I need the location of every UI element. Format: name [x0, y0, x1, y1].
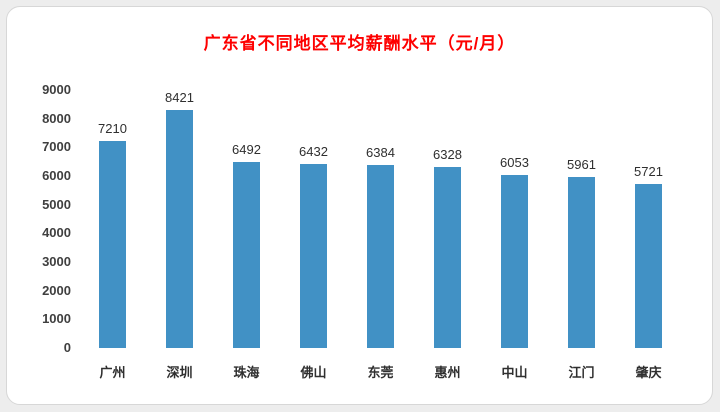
bar-stack: 5721 [634, 90, 663, 348]
bar-value-label: 6492 [232, 141, 261, 157]
bar [500, 174, 528, 348]
y-tick-label: 0 [63, 340, 71, 355]
y-tick-label: 7000 [42, 139, 71, 155]
bar-value-label: 6432 [299, 143, 328, 159]
bar-group: 6384 东莞 [347, 90, 414, 381]
x-axis-label: 佛山 [300, 365, 327, 380]
x-axis-label: 肇庆 [635, 365, 662, 380]
bar-group: 5961 江门 [548, 90, 615, 381]
chart-card: 广东省不同地区平均薪酬水平（元/月） 9000 8000 7000 6000 5000 4… [6, 6, 713, 405]
x-axis-label: 中山 [501, 365, 528, 380]
bar-group: 6328 惠州 [414, 90, 481, 381]
y-tick-label: 8000 [42, 110, 71, 126]
bar-value-label: 6328 [433, 146, 462, 162]
bar-stack: 6492 [232, 90, 261, 348]
bar [98, 141, 126, 348]
bar-group: 7210 广州 [79, 90, 146, 381]
bar-stack: 6432 [299, 90, 328, 348]
x-axis-label: 珠海 [233, 365, 260, 380]
bar-stack: 6053 [500, 90, 529, 348]
bar-group: 6492 珠海 [213, 90, 280, 381]
x-axis-label: 东莞 [367, 365, 394, 380]
bar-stack: 5961 [567, 90, 596, 348]
bar-value-label: 7210 [98, 121, 127, 137]
chart-title: 广东省不同地区平均薪酬水平（元/月） [203, 34, 516, 53]
bar-group: 6053 中山 [481, 90, 548, 381]
x-axis-label: 深圳 [166, 365, 193, 380]
y-axis: 9000 8000 7000 6000 5000 4000 3000 2000 1000 0 [33, 82, 79, 355]
bar [165, 110, 193, 348]
bar [232, 161, 260, 348]
bar-value-label: 6384 [366, 145, 395, 160]
x-axis-label: 惠州 [434, 365, 461, 380]
y-tick-label: 5000 [42, 196, 71, 212]
bar-value-label: 6053 [500, 154, 529, 170]
y-tick-label: 3000 [42, 254, 71, 269]
bar [366, 165, 394, 348]
bar-value-label: 5721 [634, 164, 663, 179]
bar-value-label: 8421 [165, 90, 194, 105]
bar-group: 6432 佛山 [280, 90, 347, 381]
bar-stack: 7210 [98, 90, 127, 348]
y-tick-label: 1000 [42, 311, 71, 327]
bar-group: 8421 深圳 [146, 90, 213, 381]
x-axis-label: 广州 [99, 365, 126, 380]
bar-group: 5721 肇庆 [615, 90, 682, 381]
bar [299, 163, 327, 348]
bar-stack: 6384 [366, 90, 395, 348]
y-tick-label: 4000 [42, 225, 71, 241]
x-axis-label: 江门 [568, 365, 595, 380]
bar [634, 184, 662, 348]
bar [567, 177, 595, 348]
plot-area: 7210 广州 8421 深圳 6492 珠海 6432 佛山 6384 东莞 6328 惠州 6053… [79, 90, 682, 381]
bars-row: 7210 广州 8421 深圳 6492 珠海 6432 佛山 6384 东莞 6328 惠州 6053… [79, 90, 682, 381]
bar-chart: 9000 8000 7000 6000 5000 4000 3000 2000 1000 0 72… [33, 82, 682, 381]
bar-stack: 6328 [433, 90, 462, 348]
bar [433, 166, 461, 348]
y-tick-label: 2000 [42, 282, 71, 298]
y-tick-label: 6000 [42, 168, 71, 183]
bar-stack: 8421 [165, 90, 194, 348]
bar-value-label: 5961 [567, 157, 596, 173]
y-tick-label: 9000 [42, 82, 71, 97]
